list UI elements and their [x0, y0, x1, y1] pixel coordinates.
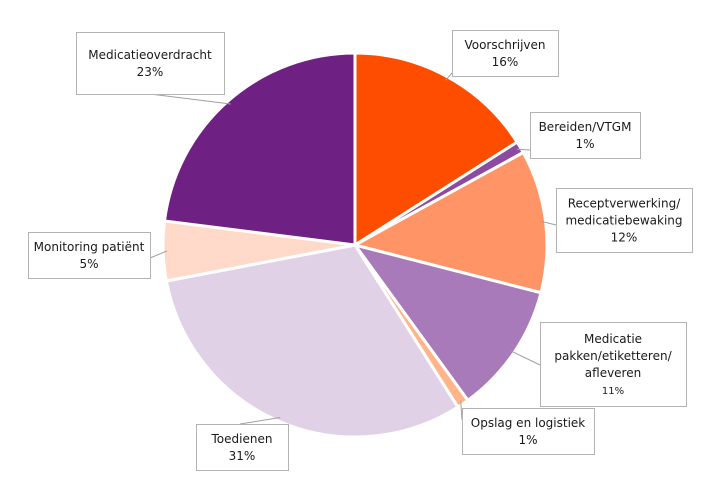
- pie-slice-6: [164, 243, 460, 439]
- pie-slice-4: [353, 243, 543, 402]
- slice-name-label: afleveren: [585, 366, 641, 380]
- slice-name-label: Toedienen: [211, 432, 273, 446]
- leader-line-8: [149, 93, 231, 105]
- leader-line-3: [541, 220, 557, 226]
- pie-slice-8: [163, 51, 357, 247]
- slice-label-7: Monitoring patiënt 5%: [28, 232, 151, 279]
- slice-label-box: [28, 232, 151, 279]
- slice-label-6: Toedienen 31%: [196, 424, 289, 471]
- slice-percent-label: 5%: [79, 257, 98, 271]
- leader-line-6: [239, 417, 281, 425]
- slice-percent-label: 31%: [229, 449, 256, 463]
- slice-name-label: pakken/etiketteren/: [554, 349, 672, 363]
- slice-name-label: Monitoring patiënt: [34, 240, 145, 254]
- slice-label-box: [76, 32, 225, 95]
- slice-name-label: Receptverwerking/: [568, 197, 682, 211]
- slice-percent-label: 12%: [611, 231, 638, 245]
- slice-label-5: Opslag en logistiek 1%: [462, 408, 595, 455]
- slice-name-label: Voorschrijven: [464, 38, 545, 52]
- leader-line-1: [445, 72, 453, 81]
- leader-line-7: [149, 250, 168, 259]
- slice-label-box: [530, 112, 641, 159]
- slice-name-label: Opslag en logistiek: [471, 416, 586, 430]
- pie-slice-1: [353, 51, 519, 247]
- slice-percent-label: 11%: [602, 386, 624, 397]
- pie-slice-3: [353, 151, 549, 295]
- slice-name-label: Bereiden/VTGM: [539, 120, 632, 134]
- slice-label-box: [540, 322, 687, 407]
- slice-label-box: [556, 188, 693, 253]
- slice-labels: Voorschrijven 16% Bereiden/VTGM 1% Receptver…: [28, 30, 693, 471]
- pie-slices: [161, 51, 549, 439]
- slice-percent-label: 23%: [137, 65, 164, 79]
- leader-line-4: [510, 350, 541, 366]
- slice-label-3: Receptverwerking/medicatiebewaking 12%: [556, 188, 693, 253]
- slice-label-box: [452, 30, 559, 77]
- slice-label-8: Medicatieoverdracht 23%: [76, 32, 225, 95]
- slice-label-box: [196, 424, 289, 471]
- leader-line-5: [460, 400, 463, 421]
- slice-name-label: Medicatieoverdracht: [88, 48, 212, 62]
- slice-label-box: [462, 408, 595, 455]
- slice-label-4: Medicatie pakken/etiketteren/afleveren 11%: [540, 322, 687, 407]
- slice-name-label: Medicatie: [584, 332, 642, 346]
- slice-percent-label: 1%: [575, 137, 594, 151]
- slice-label-2: Bereiden/VTGM 1%: [530, 112, 641, 159]
- slice-percent-label: 16%: [492, 55, 519, 69]
- slice-percent-label: 1%: [518, 433, 537, 447]
- leader-line-2: [516, 148, 531, 151]
- leader-lines: [149, 72, 557, 425]
- slice-label-1: Voorschrijven 16%: [452, 30, 559, 77]
- slice-name-label: medicatiebewaking: [565, 214, 682, 228]
